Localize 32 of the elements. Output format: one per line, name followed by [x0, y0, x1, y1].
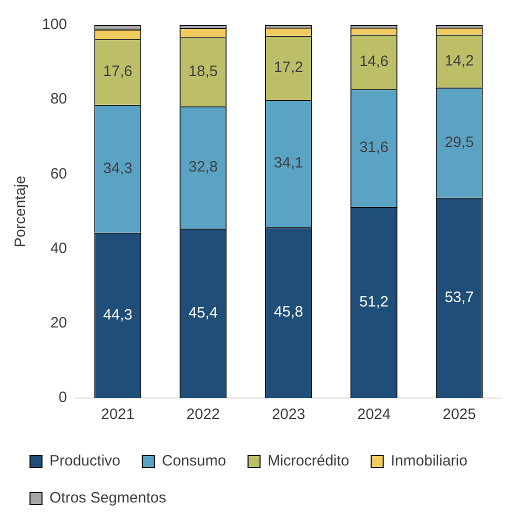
- data-label: 34,1: [274, 154, 304, 172]
- x-tick-label: 2025: [442, 406, 476, 424]
- data-label: 45,4: [188, 304, 218, 322]
- data-label: 53,7: [444, 288, 474, 306]
- y-tick-label: 20: [50, 314, 68, 332]
- data-label: 34,3: [103, 160, 132, 177]
- data-label: 44,3: [103, 306, 132, 324]
- x-tick-label: 2024: [357, 406, 391, 424]
- y-axis-title: Porcentaje: [12, 176, 30, 248]
- data-label: 29,5: [444, 134, 474, 151]
- legend-label: Inmobiliario: [390, 452, 468, 470]
- data-label: 17,2: [274, 59, 304, 76]
- y-tick-label: 60: [50, 165, 68, 182]
- data-label: 17,6: [103, 63, 132, 80]
- data-label: 31,6: [359, 139, 389, 156]
- x-tick-label: 2022: [186, 406, 220, 424]
- x-tick-label: 2021: [101, 406, 134, 424]
- legend-label: Microcrédito: [268, 452, 350, 470]
- data-label: 14,2: [444, 52, 474, 70]
- legend-label: Productivo: [50, 452, 120, 470]
- y-tick-label: 80: [50, 90, 68, 108]
- data-label: 14,6: [359, 53, 389, 70]
- y-tick-label: 40: [50, 240, 68, 257]
- y-tick-label: 100: [42, 16, 68, 34]
- data-label: 45,8: [274, 304, 304, 321]
- x-tick-label: 2023: [272, 406, 306, 424]
- legend-label: Otros Segmentos: [50, 490, 166, 507]
- data-label: 18,5: [188, 62, 218, 80]
- data-label: 51,2: [359, 294, 389, 311]
- legend-label: Consumo: [162, 452, 226, 470]
- y-tick-label: 0: [58, 389, 68, 406]
- data-label: 32,8: [188, 158, 218, 176]
